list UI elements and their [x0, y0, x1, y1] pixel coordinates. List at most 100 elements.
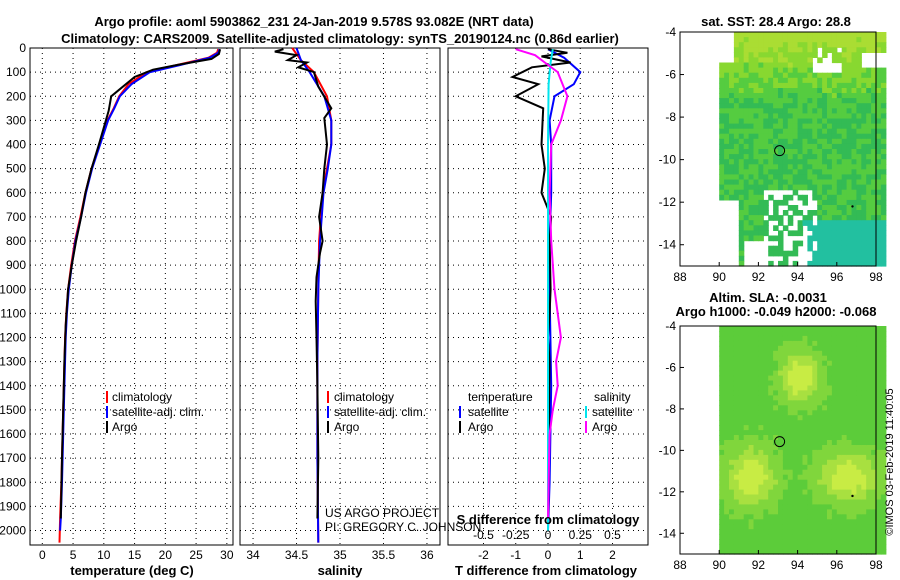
map-cell: [729, 509, 735, 515]
map-cell: [822, 474, 828, 481]
map-cell: [787, 534, 794, 540]
map-x-tick-label: 94: [791, 270, 805, 284]
map-cell: [768, 494, 774, 501]
map-cell: [729, 133, 735, 140]
map-cell: [778, 454, 784, 461]
map-cell: [876, 484, 882, 491]
map-cell: [812, 138, 818, 145]
map-cell: [782, 529, 789, 535]
map-cell: [738, 509, 745, 515]
map-cell: [856, 350, 862, 357]
map-cell: [738, 32, 745, 38]
map-cell: [871, 225, 877, 231]
map-y-tick-label: -8: [665, 402, 676, 416]
map-cell: [797, 77, 804, 84]
map-cell: [797, 484, 804, 491]
map-cell: [871, 449, 877, 456]
map-cell: [827, 445, 833, 451]
map-cell: [807, 524, 813, 530]
map-cell: [802, 128, 808, 135]
map-cell: [782, 459, 789, 466]
map-cell: [729, 435, 735, 441]
map-cell: [880, 509, 887, 515]
map-cell: [787, 128, 794, 135]
map-cell: [876, 260, 882, 267]
map-cell: [758, 395, 764, 401]
map-cell: [743, 335, 750, 342]
map-cell: [836, 210, 843, 216]
map-cell: [763, 449, 769, 456]
map-cell: [778, 365, 784, 372]
map-cell: [807, 169, 813, 175]
map-cell: [797, 400, 804, 406]
map-cell: [743, 395, 750, 401]
map-cell: [782, 360, 789, 367]
map-cell: [841, 32, 848, 38]
map-cell: [841, 184, 848, 191]
map-cell: [841, 62, 848, 69]
map-cell: [753, 210, 759, 216]
map-cell: [817, 225, 823, 231]
map-cell: [831, 375, 838, 382]
map-cell: [743, 400, 750, 406]
map-cell: [831, 449, 838, 456]
y-tick-label: 700: [6, 210, 26, 224]
map-cell: [758, 415, 764, 421]
map-cell: [846, 390, 853, 396]
map-cell: [778, 138, 784, 145]
map-cell: [743, 435, 750, 441]
map-cell: [802, 430, 808, 436]
map-cell: [807, 415, 813, 421]
map-cell: [841, 225, 848, 231]
map-cell: [871, 494, 877, 501]
map-cell: [876, 250, 882, 257]
map-cell: [871, 179, 877, 186]
map-cell: [733, 52, 740, 58]
map-cell: [866, 133, 872, 140]
map-cell: [768, 260, 774, 267]
map-cell: [787, 355, 794, 362]
map-cell: [851, 184, 857, 191]
map-cell: [719, 93, 725, 99]
map-cell: [792, 440, 799, 446]
y-tick-label: 1700: [0, 451, 26, 465]
map-cell: [841, 504, 848, 510]
map-cell: [733, 375, 740, 382]
map-cell: [861, 250, 867, 257]
map-cell: [763, 400, 769, 406]
map-cell: [782, 524, 789, 530]
map-cell: [871, 235, 877, 242]
map-cell: [768, 67, 774, 74]
map-cell: [792, 42, 799, 48]
map-cell: [807, 57, 813, 64]
map-cell: [812, 454, 818, 461]
map-cell: [773, 331, 779, 337]
map-cell: [729, 405, 735, 411]
map-cell: [836, 415, 843, 421]
map-cell: [792, 524, 799, 530]
map-cell: [831, 245, 838, 252]
map-cell: [743, 375, 750, 382]
map-cell: [724, 370, 730, 377]
map-cell: [822, 380, 828, 387]
map-cell: [719, 154, 725, 160]
map-cell: [880, 77, 887, 84]
map-cell: [880, 103, 887, 109]
map-cell: [812, 469, 818, 476]
map-cell: [782, 143, 789, 150]
map-cell: [876, 494, 882, 501]
map-cell: [812, 143, 818, 150]
map-cell: [729, 484, 735, 491]
map-cell: [871, 88, 877, 94]
map-cell: [831, 194, 838, 201]
map-cell: [841, 345, 848, 352]
map-cell: [856, 184, 862, 191]
map-cell: [827, 326, 833, 332]
map-cell: [778, 149, 784, 155]
map-cell: [822, 159, 828, 165]
map-cell: [782, 335, 789, 342]
map-cell: [743, 529, 750, 535]
map-cell: [797, 62, 804, 69]
map-cell: [733, 189, 740, 196]
map-cell: [773, 445, 779, 451]
